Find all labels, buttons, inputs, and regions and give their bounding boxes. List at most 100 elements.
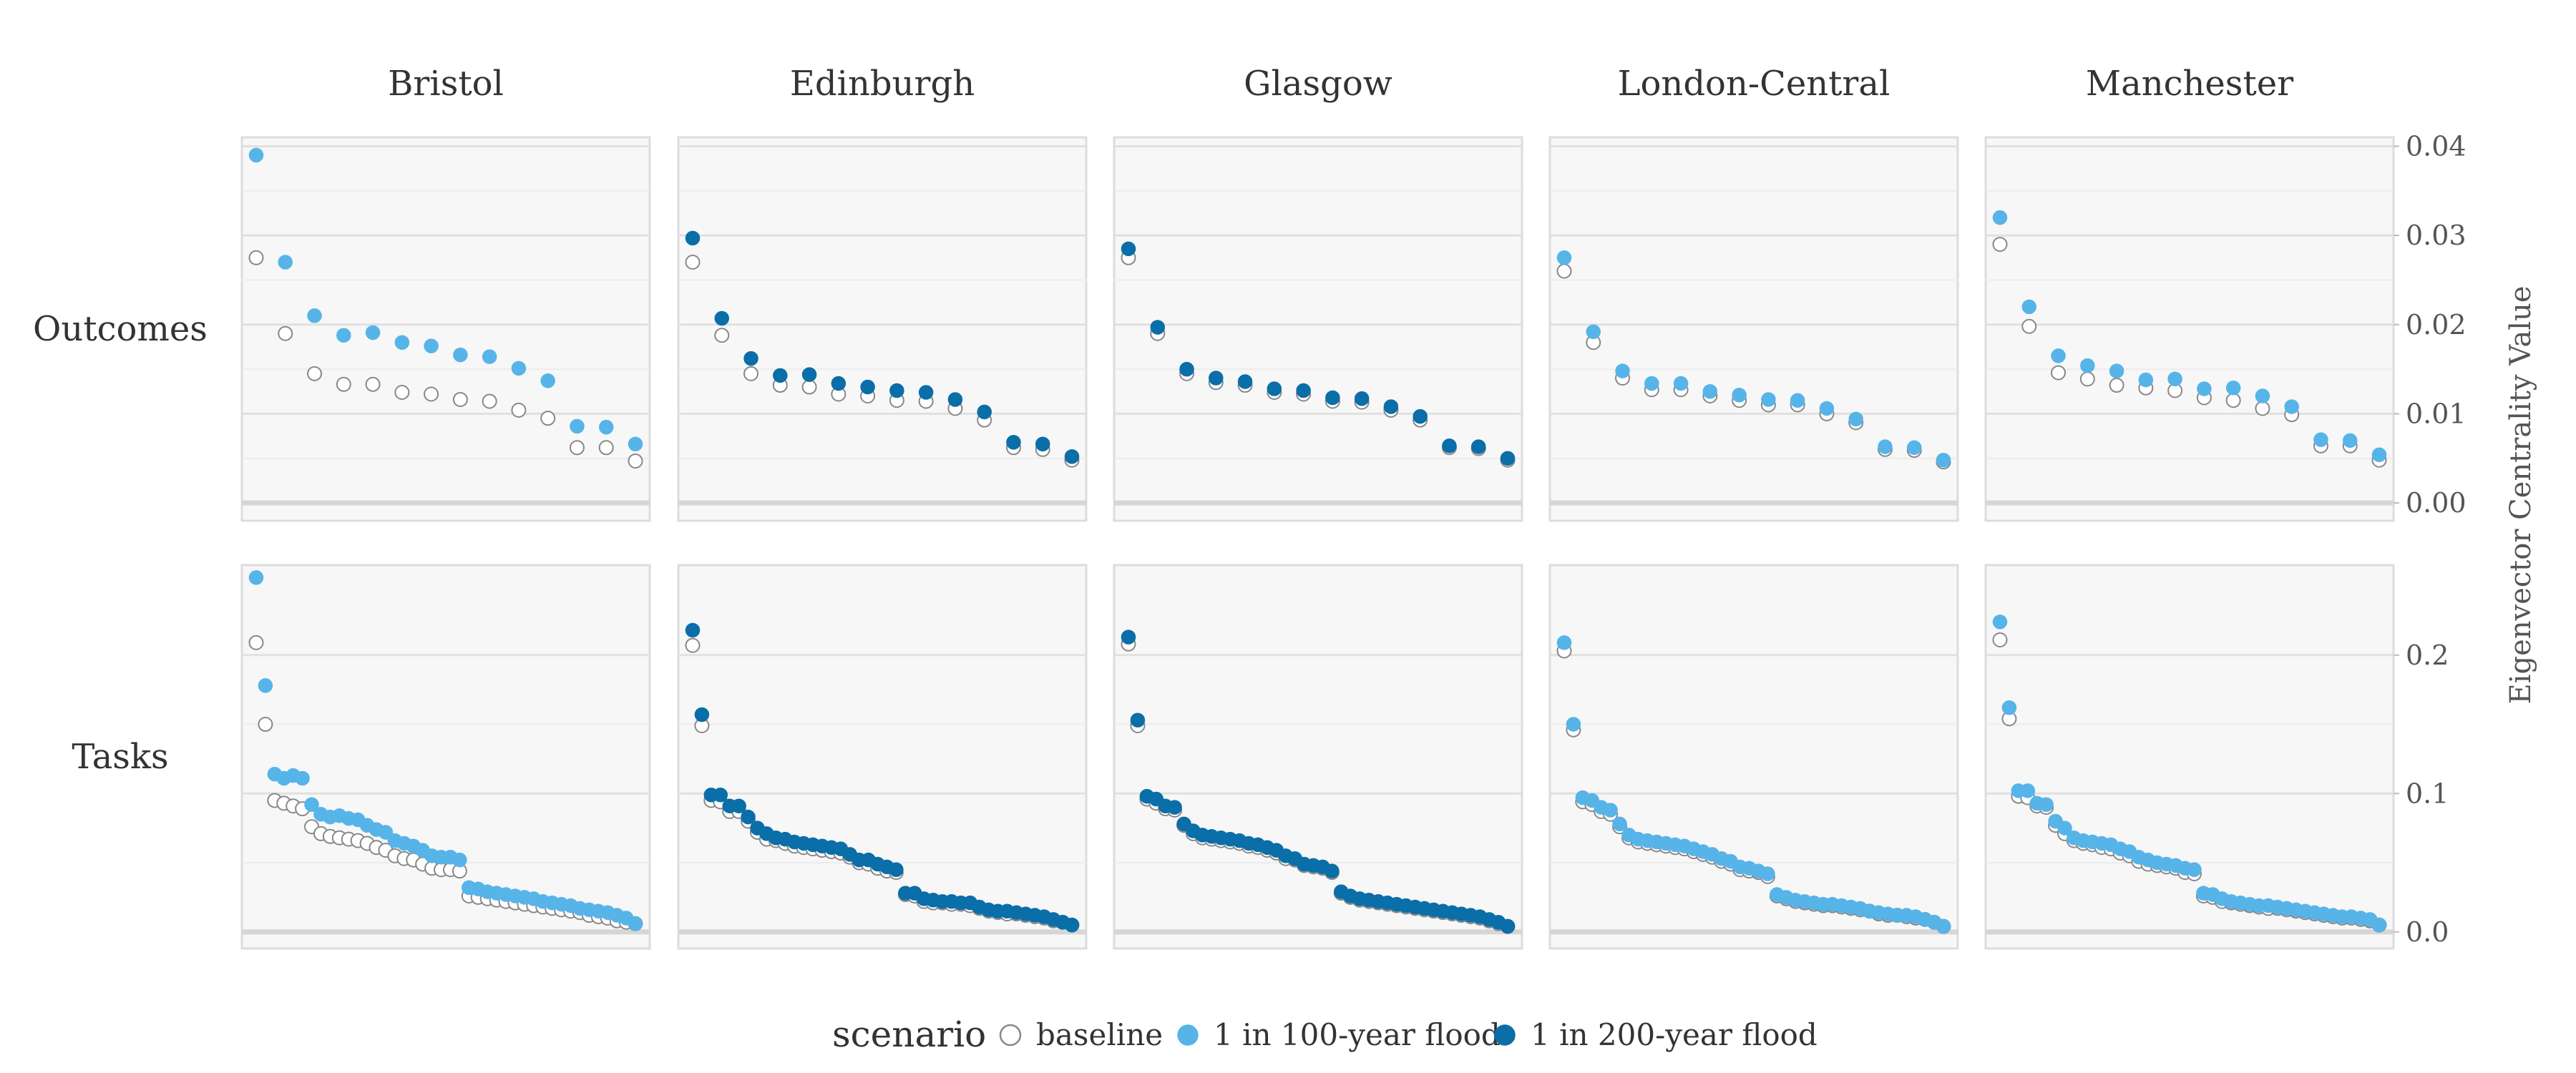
y-tick-label: 0.1 <box>2406 778 2449 809</box>
panel-tasks-bristol <box>240 564 651 950</box>
series-1-in-100-year-flood <box>1992 614 2387 933</box>
data-point <box>307 308 322 323</box>
data-point <box>2371 447 2387 463</box>
data-point <box>1150 320 1166 335</box>
data-point <box>304 797 319 813</box>
data-point <box>2197 381 2212 396</box>
data-point <box>394 385 410 401</box>
data-point <box>1121 241 1136 257</box>
data-point <box>1470 439 1486 454</box>
panel-background <box>240 136 651 522</box>
data-point <box>685 230 701 246</box>
data-point <box>1064 917 1080 933</box>
data-point <box>685 255 701 270</box>
data-point <box>365 325 381 340</box>
data-point <box>1819 401 1835 416</box>
data-point <box>248 250 264 265</box>
data-point <box>452 852 467 868</box>
series-1-in-100-year-flood <box>1556 635 1951 934</box>
data-point <box>741 809 756 825</box>
data-point <box>628 436 643 452</box>
data-point <box>2021 299 2037 315</box>
data-point <box>2001 700 2017 715</box>
y-tick-label: 0.04 <box>2406 130 2467 162</box>
right-y-axis: 0.00 0.01 0.02 0.03 0.04 0.0 0.1 0.2 <box>2394 130 2467 948</box>
data-point <box>2342 433 2358 449</box>
data-point <box>1500 918 1516 934</box>
panel-tasks-glasgow <box>1113 564 1523 950</box>
data-point <box>1936 452 1951 468</box>
row-label-tasks: Tasks <box>72 737 168 777</box>
data-point <box>569 440 585 456</box>
data-point <box>1644 376 1659 391</box>
data-point <box>278 255 293 270</box>
data-point <box>295 770 310 786</box>
data-point <box>2225 393 2241 408</box>
data-point <box>1324 863 1340 878</box>
data-point <box>598 419 614 435</box>
panel-background <box>677 136 1088 522</box>
data-point <box>598 440 614 456</box>
y-tick-label: 0.01 <box>2406 398 2467 429</box>
data-point <box>1760 866 1775 881</box>
data-point <box>1992 237 2008 253</box>
data-point <box>511 402 527 418</box>
data-point <box>2371 917 2387 933</box>
data-point <box>1702 384 1718 399</box>
row-strip-labels: Outcomes Tasks <box>33 309 208 777</box>
data-point <box>860 379 875 395</box>
data-point <box>1992 210 2008 225</box>
legend-title: scenario <box>832 1014 986 1055</box>
data-point <box>1325 390 1340 406</box>
data-point <box>452 391 468 407</box>
data-point <box>2225 381 2241 396</box>
data-point <box>1035 436 1050 452</box>
data-point <box>2039 797 2054 813</box>
data-point <box>685 622 701 638</box>
panel-background <box>1113 136 1523 522</box>
panel-background <box>240 564 651 950</box>
series-baseline <box>248 250 643 469</box>
panel-background <box>677 564 1088 950</box>
data-point <box>889 862 904 877</box>
series-1-in-100-year-flood <box>248 147 643 452</box>
panel-background <box>1984 564 2395 950</box>
data-point <box>743 366 759 381</box>
panel-tasks-edinburgh <box>677 564 1088 950</box>
data-point <box>2109 378 2124 393</box>
data-point <box>1354 391 1370 406</box>
data-point <box>1413 408 1428 424</box>
series-1-in-100-year-flood <box>1992 210 2387 463</box>
data-point <box>1209 371 1224 386</box>
data-point <box>1673 376 1689 391</box>
data-point <box>394 335 410 350</box>
data-point <box>743 351 758 366</box>
data-point <box>889 383 904 398</box>
data-point <box>801 379 817 395</box>
panel-background <box>1984 136 2395 522</box>
data-point <box>2138 372 2154 388</box>
data-point <box>977 404 992 420</box>
data-point <box>628 453 643 469</box>
data-point <box>1556 250 1572 265</box>
legend-key-1-in-100-year-flood <box>1177 1024 1199 1046</box>
data-point <box>1848 411 1863 427</box>
column-strip-labels: Bristol Edinburgh Glasgow London-Central Man… <box>388 64 2293 104</box>
data-point <box>1383 399 1399 414</box>
data-point <box>248 147 264 163</box>
legend-key-1-in-200-year-flood <box>1494 1024 1516 1046</box>
data-point <box>1603 803 1618 818</box>
data-point <box>1906 440 1922 456</box>
data-point <box>1790 393 1805 408</box>
data-point <box>570 418 585 434</box>
data-point <box>2109 363 2124 378</box>
data-point <box>1566 717 1581 732</box>
data-point <box>336 376 351 392</box>
data-point <box>1612 816 1627 832</box>
series-1-in-100-year-flood <box>1556 250 1951 468</box>
panel-outcomes-london-central <box>1548 136 1959 522</box>
panel-tasks-manchester <box>1984 564 2395 950</box>
data-point <box>1064 449 1080 464</box>
data-point <box>2255 401 2270 416</box>
panel-background <box>1548 136 1959 522</box>
